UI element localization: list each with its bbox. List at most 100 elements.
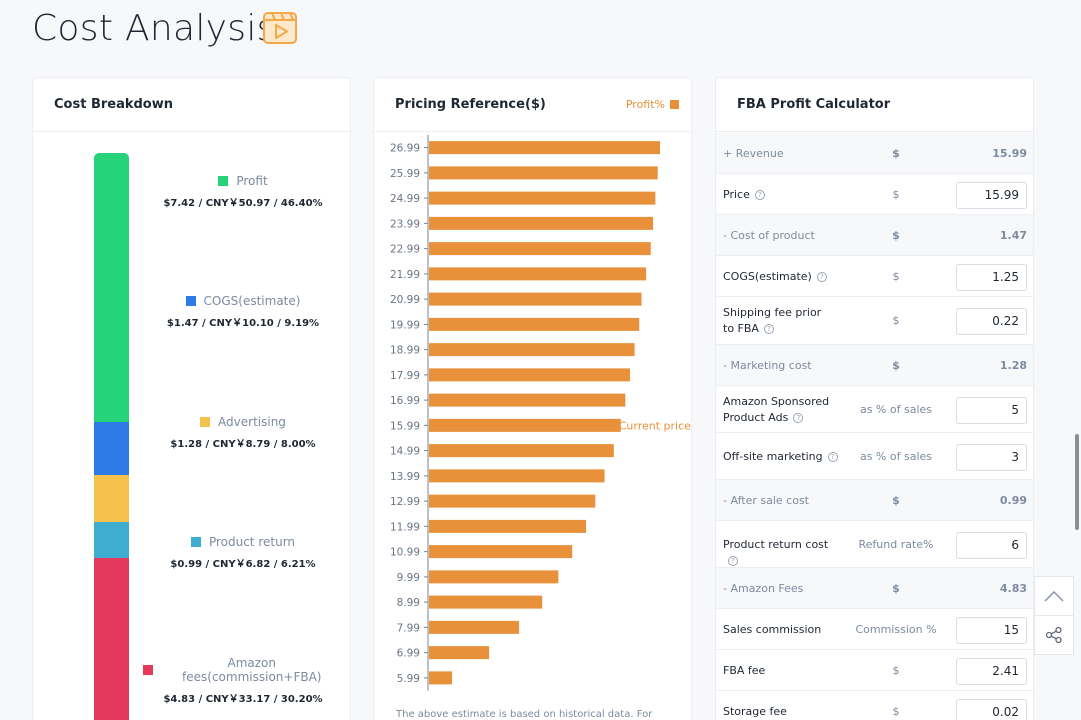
profit-legend[interactable]: Profit%: [626, 98, 679, 111]
calc-row-label: Shipping fee prior to FBA?: [723, 305, 835, 337]
calc-input-row: Product return cost? Refund rate% 6: [716, 521, 1033, 568]
calc-value-input[interactable]: 3: [956, 443, 1027, 471]
price-bar[interactable]: [429, 267, 647, 281]
help-icon[interactable]: ?: [763, 324, 774, 334]
cost-segment-2[interactable]: [94, 475, 129, 522]
calc-row-unit: $: [892, 314, 900, 327]
calc-input-row: COGS(estimate)? $1.25: [716, 256, 1033, 297]
calc-value-input[interactable]: 15: [956, 616, 1027, 644]
price-bar[interactable]: [429, 393, 626, 407]
price-bar[interactable]: [429, 216, 654, 230]
y-tick-label: 10.99: [390, 547, 420, 559]
calc-input-row: Storage fee $0.02: [716, 691, 1033, 720]
y-tick-label: 13.99: [390, 471, 420, 483]
current-price-annotation: Current price: [619, 419, 691, 432]
calc-row-unit: $: [892, 269, 900, 283]
calc-row-unit: Commission %: [855, 622, 937, 636]
help-icon[interactable]: ?: [793, 412, 804, 423]
price-bar[interactable]: [429, 368, 630, 382]
calc-row-label-text: Amazon Sponsored Product Ads: [723, 394, 830, 424]
price-bar[interactable]: [429, 292, 642, 306]
calc-row-unit: $: [892, 187, 900, 201]
help-icon[interactable]: ?: [827, 451, 838, 462]
cost-legend-item: COGS(estimate) $1.47 / CNY￥10.10 / 9.19%: [143, 294, 343, 329]
calc-value-input[interactable]: 0.02: [956, 698, 1027, 720]
help-icon[interactable]: ?: [754, 189, 765, 200]
price-bar[interactable]: [429, 671, 453, 685]
price-bar[interactable]: [429, 444, 614, 458]
cost-legend-name: Advertising: [143, 415, 343, 429]
cost-segment-4[interactable]: [94, 557, 129, 720]
scrollbar-thumb[interactable]: [1075, 434, 1079, 530]
cost-legend-label: Advertising: [218, 415, 286, 429]
price-bar[interactable]: [429, 317, 640, 331]
price-bar[interactable]: [429, 620, 520, 634]
video-play-icon[interactable]: [262, 10, 298, 46]
cost-legend-label: Profit: [236, 174, 268, 188]
price-bar[interactable]: [429, 418, 621, 432]
cost-segment-3[interactable]: [94, 521, 129, 558]
price-bar[interactable]: [429, 469, 605, 483]
price-bar[interactable]: [429, 343, 635, 357]
price-bar[interactable]: [429, 545, 573, 559]
y-tick-label: 14.99: [390, 446, 420, 458]
calc-row-label: COGS(estimate)?: [723, 269, 838, 285]
calc-value-input[interactable]: 6: [956, 531, 1027, 559]
y-tick-label: 20.99: [390, 294, 420, 306]
price-bar[interactable]: [429, 494, 596, 508]
calc-row-label: FBA fee: [723, 663, 838, 679]
cost-stacked-bar: [94, 153, 129, 720]
calc-row-label-text: Product return cost: [723, 537, 829, 551]
help-icon[interactable]: ?: [728, 555, 738, 566]
pricing-reference-header: Pricing Reference($) Profit%: [374, 78, 691, 132]
cost-legend-swatch: [200, 417, 211, 427]
price-bar[interactable]: [429, 570, 559, 584]
y-tick-label: 24.99: [390, 193, 420, 205]
calc-row-label-text: Price: [723, 187, 750, 201]
cost-legend-value: $4.83 / CNY￥33.17 / 30.20%: [163, 694, 323, 705]
calc-row-label-text: - Amazon Fees: [723, 581, 804, 595]
cost-legend-value: $1.28 / CNY￥8.79 / 8.00%: [170, 439, 316, 450]
price-bar[interactable]: [429, 646, 490, 660]
y-tick-label: 26.99: [390, 143, 420, 155]
calc-row-label-text: FBA fee: [723, 663, 766, 677]
cost-legend-swatch: [190, 537, 201, 547]
price-bar[interactable]: [429, 191, 656, 205]
help-icon[interactable]: ?: [816, 271, 827, 282]
back-to-top-button[interactable]: [1034, 576, 1074, 616]
calc-input-row: Amazon Sponsored Product Ads? as % of sal…: [716, 386, 1033, 433]
calc-section-total: 4.83: [999, 581, 1027, 595]
calc-row-label: + Revenue: [723, 146, 838, 162]
price-bar[interactable]: [429, 519, 587, 533]
calc-row-label: Price?: [723, 187, 838, 203]
cost-legend-swatch: [143, 665, 153, 675]
cost-legend-label: Amazon fees(commission+FBA): [182, 656, 322, 684]
calc-row-label-text: - Cost of product: [723, 228, 815, 242]
y-tick-label: 7.99: [397, 622, 420, 634]
calc-row-label: - Marketing cost: [723, 358, 838, 374]
calc-value-input[interactable]: 1.25: [956, 263, 1027, 291]
calc-value-input[interactable]: 15.99: [956, 181, 1027, 209]
calc-section-row: - After sale cost $0.99: [716, 480, 1033, 521]
calc-row-label-text: Off-site marketing: [723, 449, 823, 463]
calc-value-input[interactable]: 5: [956, 396, 1027, 424]
price-bar[interactable]: [429, 242, 651, 256]
cost-segment-1[interactable]: [94, 422, 129, 476]
cost-legend-value: $0.99 / CNY￥6.82 / 6.21%: [170, 559, 316, 570]
calc-value-input[interactable]: 0.22: [956, 308, 1027, 335]
cost-segment-0[interactable]: [94, 153, 129, 423]
cost-legend-swatch: [218, 176, 229, 186]
price-bar[interactable]: [429, 595, 543, 609]
calc-value-input[interactable]: 2.41: [956, 657, 1027, 685]
calc-section-total: 1.47: [999, 228, 1027, 242]
y-tick-label: 16.99: [390, 395, 420, 407]
y-tick-label: 21.99: [390, 269, 420, 281]
y-tick-label: 23.99: [390, 218, 420, 230]
price-bar[interactable]: [429, 141, 660, 155]
calc-row-unit: $: [892, 493, 900, 507]
share-button[interactable]: [1034, 615, 1074, 655]
y-tick-label: 8.99: [397, 597, 420, 609]
y-tick-label: 22.99: [390, 244, 420, 256]
price-bar[interactable]: [429, 166, 658, 180]
cost-legend-value: $1.47 / CNY￥10.10 / 9.19%: [166, 318, 320, 329]
